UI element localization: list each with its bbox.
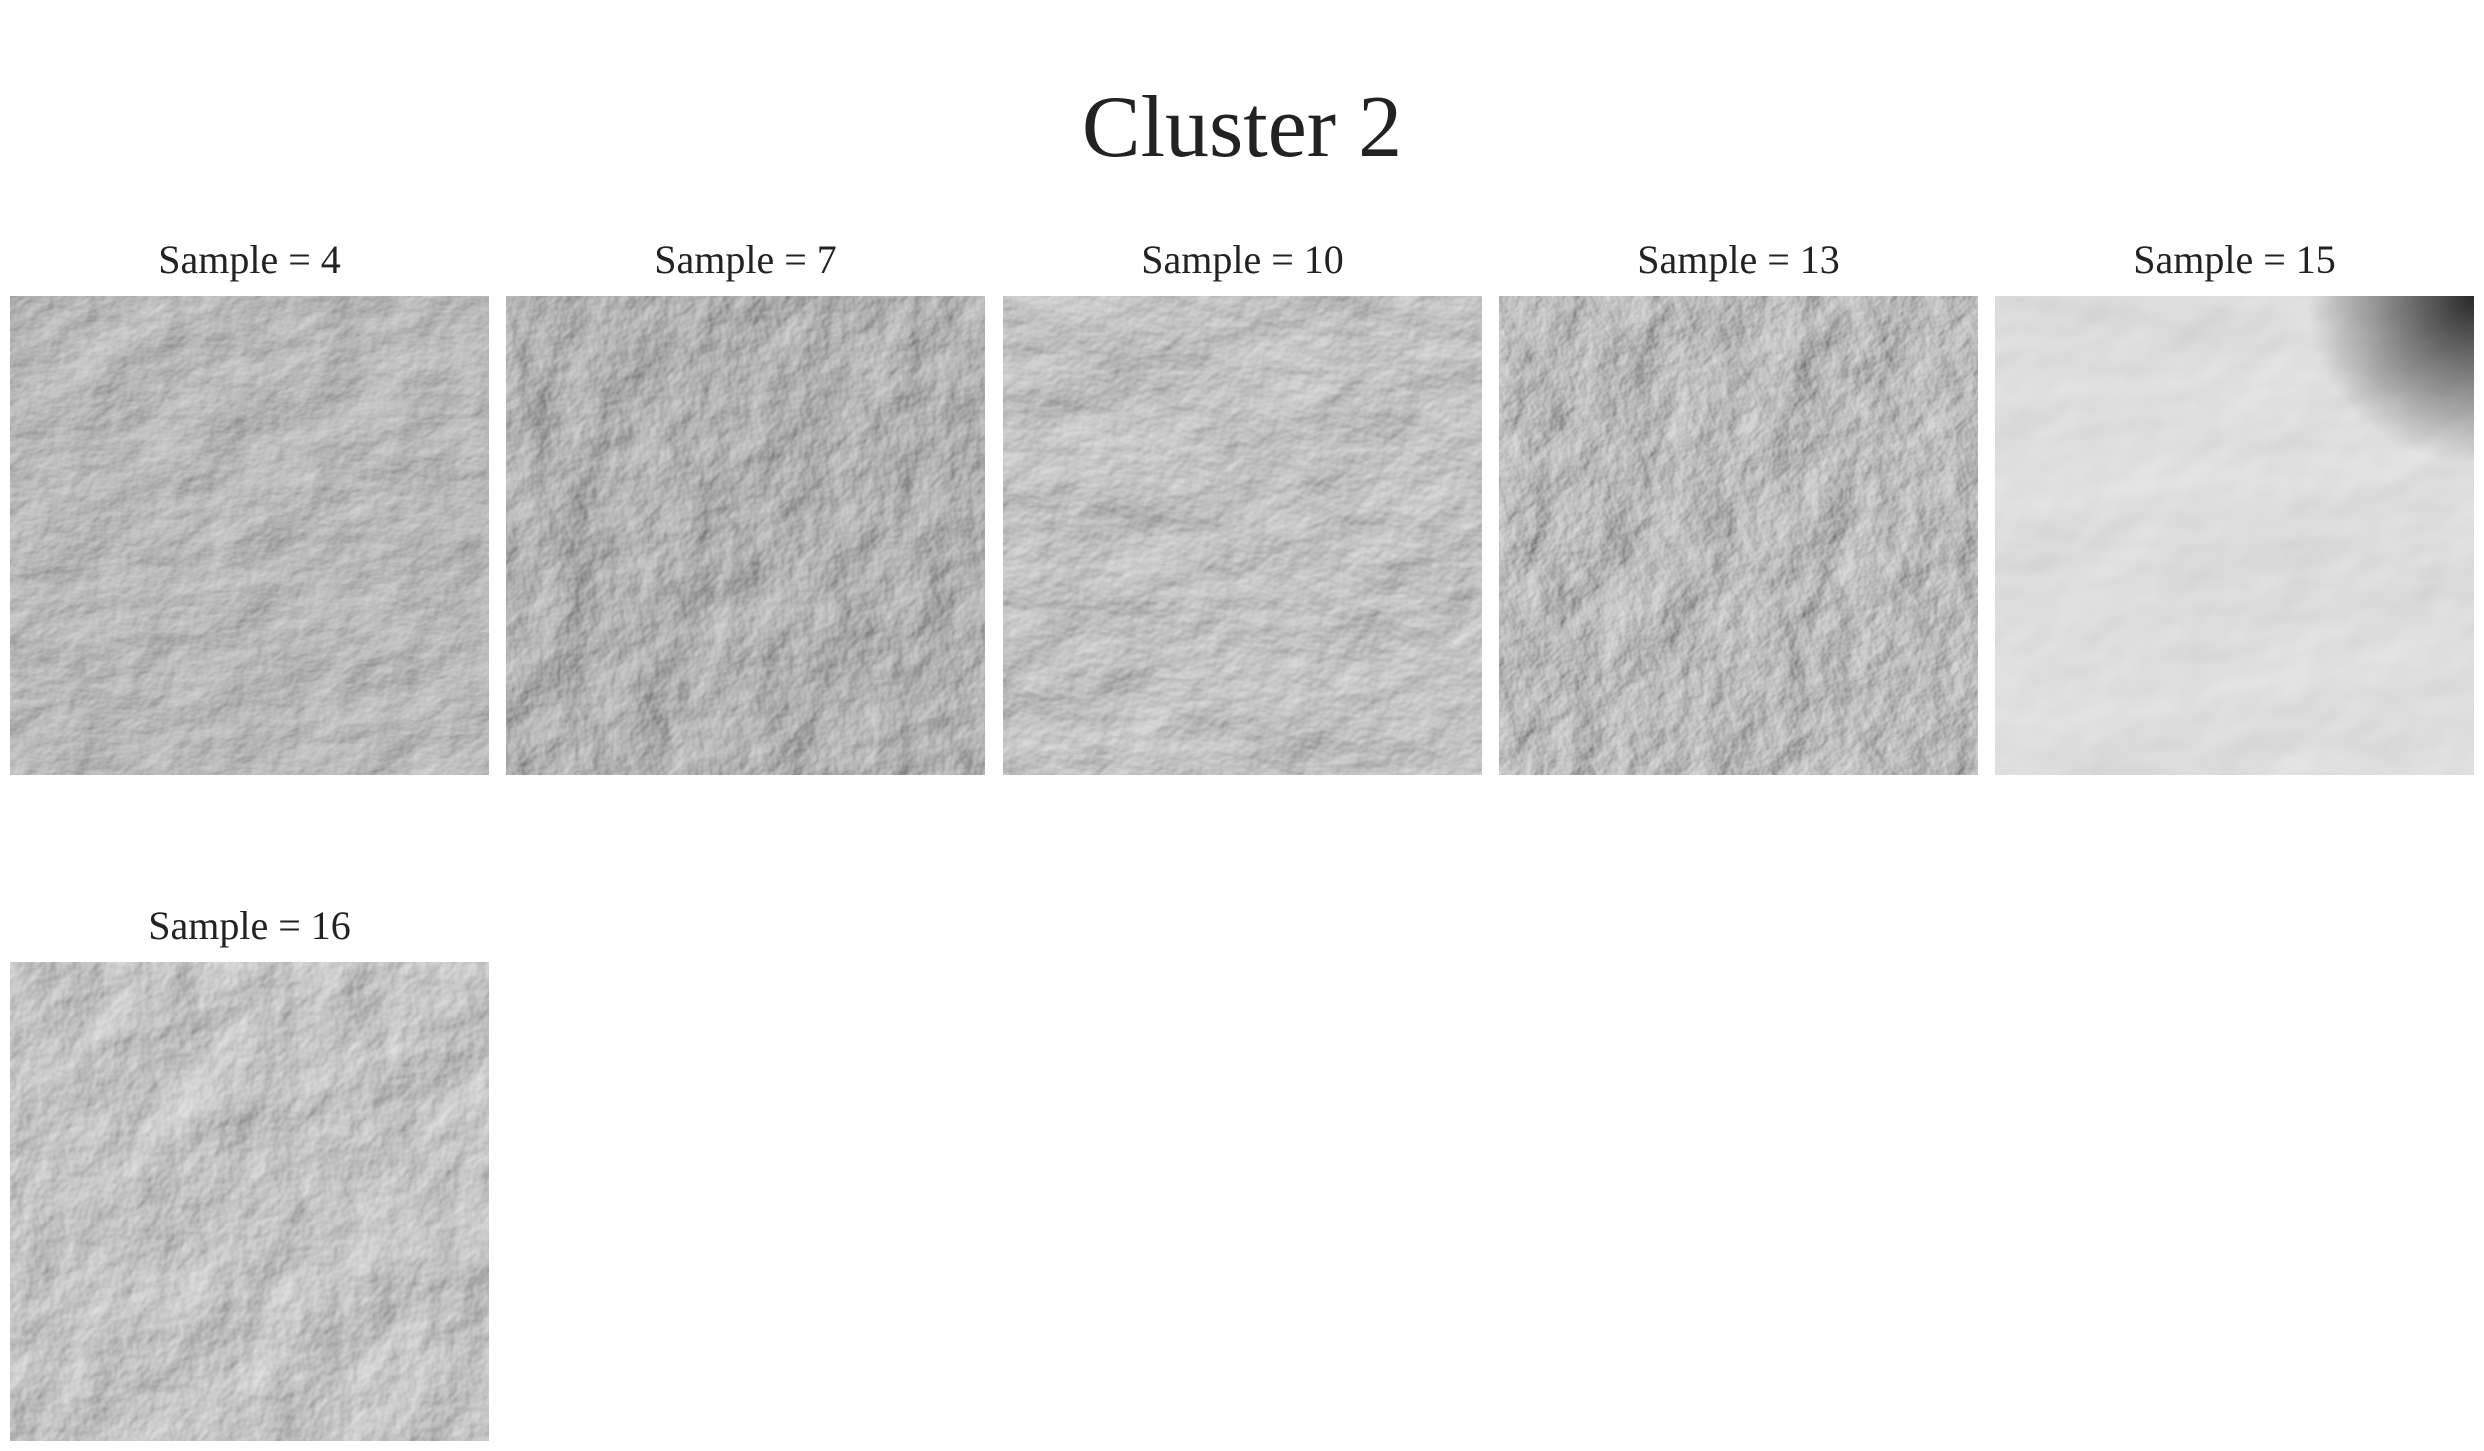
texture-image: [1003, 296, 1482, 775]
panel-title: Sample = 4: [158, 237, 341, 282]
sample-panel-7: Sample = 7: [506, 236, 985, 775]
sample-panel-15: Sample = 15: [1995, 236, 2474, 775]
texture-image: [1499, 296, 1978, 775]
sample-panel-10: Sample = 10: [1003, 236, 1482, 775]
texture-image: [10, 962, 489, 1441]
panel-title: Sample = 10: [1141, 237, 1344, 282]
texture-image: [10, 296, 489, 775]
panel-title: Sample = 16: [148, 903, 351, 948]
texture-image: [506, 296, 985, 775]
texture-image: [1995, 296, 2474, 775]
sample-panel-13: Sample = 13: [1499, 236, 1978, 775]
sample-panel-4: Sample = 4: [10, 236, 489, 775]
sample-panel-16: Sample = 16: [10, 902, 489, 1441]
panel-title: Sample = 13: [1637, 237, 1840, 282]
panel-title: Sample = 7: [654, 237, 837, 282]
panel-title: Sample = 15: [2133, 237, 2336, 282]
figure-title: Cluster 2: [1081, 79, 1403, 176]
